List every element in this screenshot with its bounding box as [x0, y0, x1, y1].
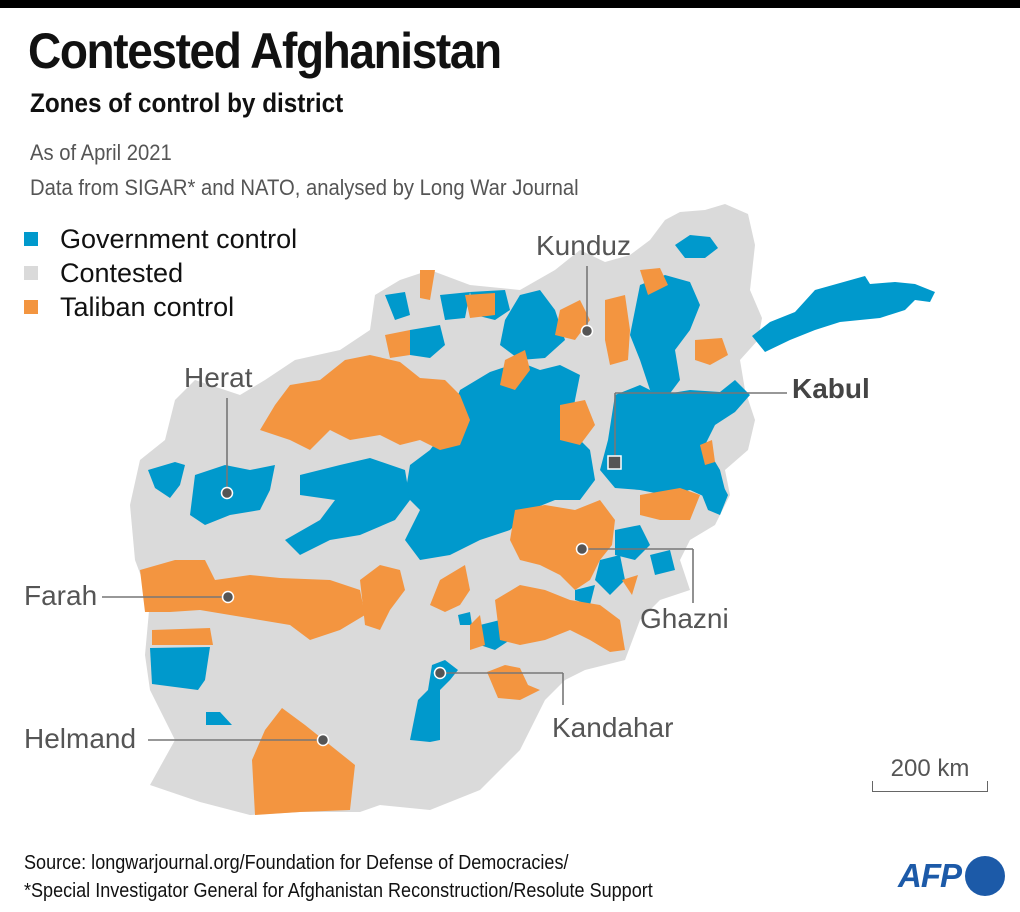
uruzgan-taliban — [430, 565, 470, 612]
legend: Government control Contested Taliban con… — [24, 222, 297, 324]
uruzgan-gov-dot — [458, 612, 472, 625]
source-line-1: Source: longwarjournal.org/Foundation fo… — [24, 851, 569, 874]
balkh-taliban — [465, 293, 495, 318]
leader-lines — [102, 266, 787, 741]
source-note: Source: longwarjournal.org/Foundation fo… — [24, 849, 653, 905]
taliban-swatch — [24, 300, 38, 314]
laghman-taliban — [700, 440, 715, 465]
herat-west-gov — [148, 462, 185, 498]
city-label-ghazni: Ghazni — [640, 603, 729, 634]
khost-gov — [650, 550, 675, 575]
kunduz-marker — [580, 324, 594, 338]
faryab-taliban — [385, 330, 410, 358]
kabul-region-gov — [600, 380, 750, 500]
badakhshan-taliban — [695, 338, 728, 365]
herat-marker — [220, 486, 234, 500]
helmand-south-taliban — [252, 708, 355, 815]
afp-logo-text: AFP — [898, 857, 962, 894]
data-note: Data from SIGAR* and NATO, analysed by L… — [30, 175, 579, 200]
city-label-helmand: Helmand — [24, 723, 137, 754]
date-note: As of April 2021 — [30, 140, 172, 165]
north-gov-1 — [385, 292, 410, 320]
ghazni-marker — [575, 542, 589, 556]
paktika-taliban — [622, 575, 638, 595]
scale-bar-line — [872, 781, 988, 792]
ghazni-taliban — [510, 500, 615, 590]
kabul-marker — [607, 455, 622, 470]
legend-label: Contested — [60, 257, 184, 288]
ghazni-south-gov — [575, 585, 595, 605]
top-border — [0, 0, 1020, 8]
kandahar-marker — [433, 666, 447, 680]
jawzjan-taliban — [420, 270, 435, 300]
scale-label: 200 km — [890, 755, 970, 782]
legend-label: Taliban control — [60, 291, 235, 322]
kandahar-gov — [410, 660, 458, 742]
city-label-kabul: Kabul — [792, 373, 870, 404]
scale-bar: 200 km — [872, 755, 988, 792]
kunduz-east-gov — [630, 275, 700, 400]
farah-marker — [221, 590, 235, 604]
contested-swatch — [24, 266, 38, 280]
zabul-taliban — [495, 585, 625, 652]
badakhshan-north-gov — [675, 235, 718, 258]
legend-item-contested: Contested — [24, 256, 297, 290]
city-label-kandahar: Kandahar — [552, 712, 674, 743]
paktia-gov — [615, 525, 650, 560]
farah-gov — [150, 647, 210, 690]
government-swatch — [24, 232, 38, 246]
takhar-taliban — [640, 268, 668, 295]
source-line-2: *Special Investigator General for Afghan… — [24, 879, 653, 902]
farah-taliban — [140, 560, 365, 640]
afp-logo: AFP — [898, 856, 1005, 896]
nangarhar-taliban — [640, 488, 700, 520]
helmand-marker — [316, 733, 330, 747]
north-gov-4 — [500, 290, 565, 360]
west-central-gov — [285, 458, 410, 555]
baghlan-taliban — [605, 295, 630, 365]
nangarhar-gov — [700, 480, 728, 515]
city-label-kunduz: Kunduz — [536, 230, 631, 261]
city-label-farah: Farah — [24, 580, 98, 611]
northwest-taliban — [260, 355, 470, 450]
nimroz-gov — [206, 712, 232, 725]
legend-item-government: Government control — [24, 222, 297, 256]
legend-label: Government control — [60, 223, 298, 254]
helmand-north-taliban — [360, 565, 405, 630]
afp-logo-dot-icon — [965, 856, 1005, 896]
legend-item-taliban: Taliban control — [24, 290, 297, 324]
uruzgan-east-taliban — [470, 615, 485, 650]
farah-south-taliban — [152, 628, 213, 645]
bamyan-taliban — [560, 400, 595, 445]
paktika-gov — [595, 555, 625, 595]
north-gov-2 — [410, 325, 445, 358]
wakhan-corridor — [752, 276, 935, 352]
page-title: Contested Afghanistan — [28, 23, 502, 79]
north-gov-3 — [440, 292, 470, 320]
city-markers — [220, 324, 622, 747]
page-subtitle: Zones of control by district — [30, 88, 344, 118]
samangan-taliban — [500, 350, 530, 390]
city-label-herat: Herat — [184, 362, 253, 393]
